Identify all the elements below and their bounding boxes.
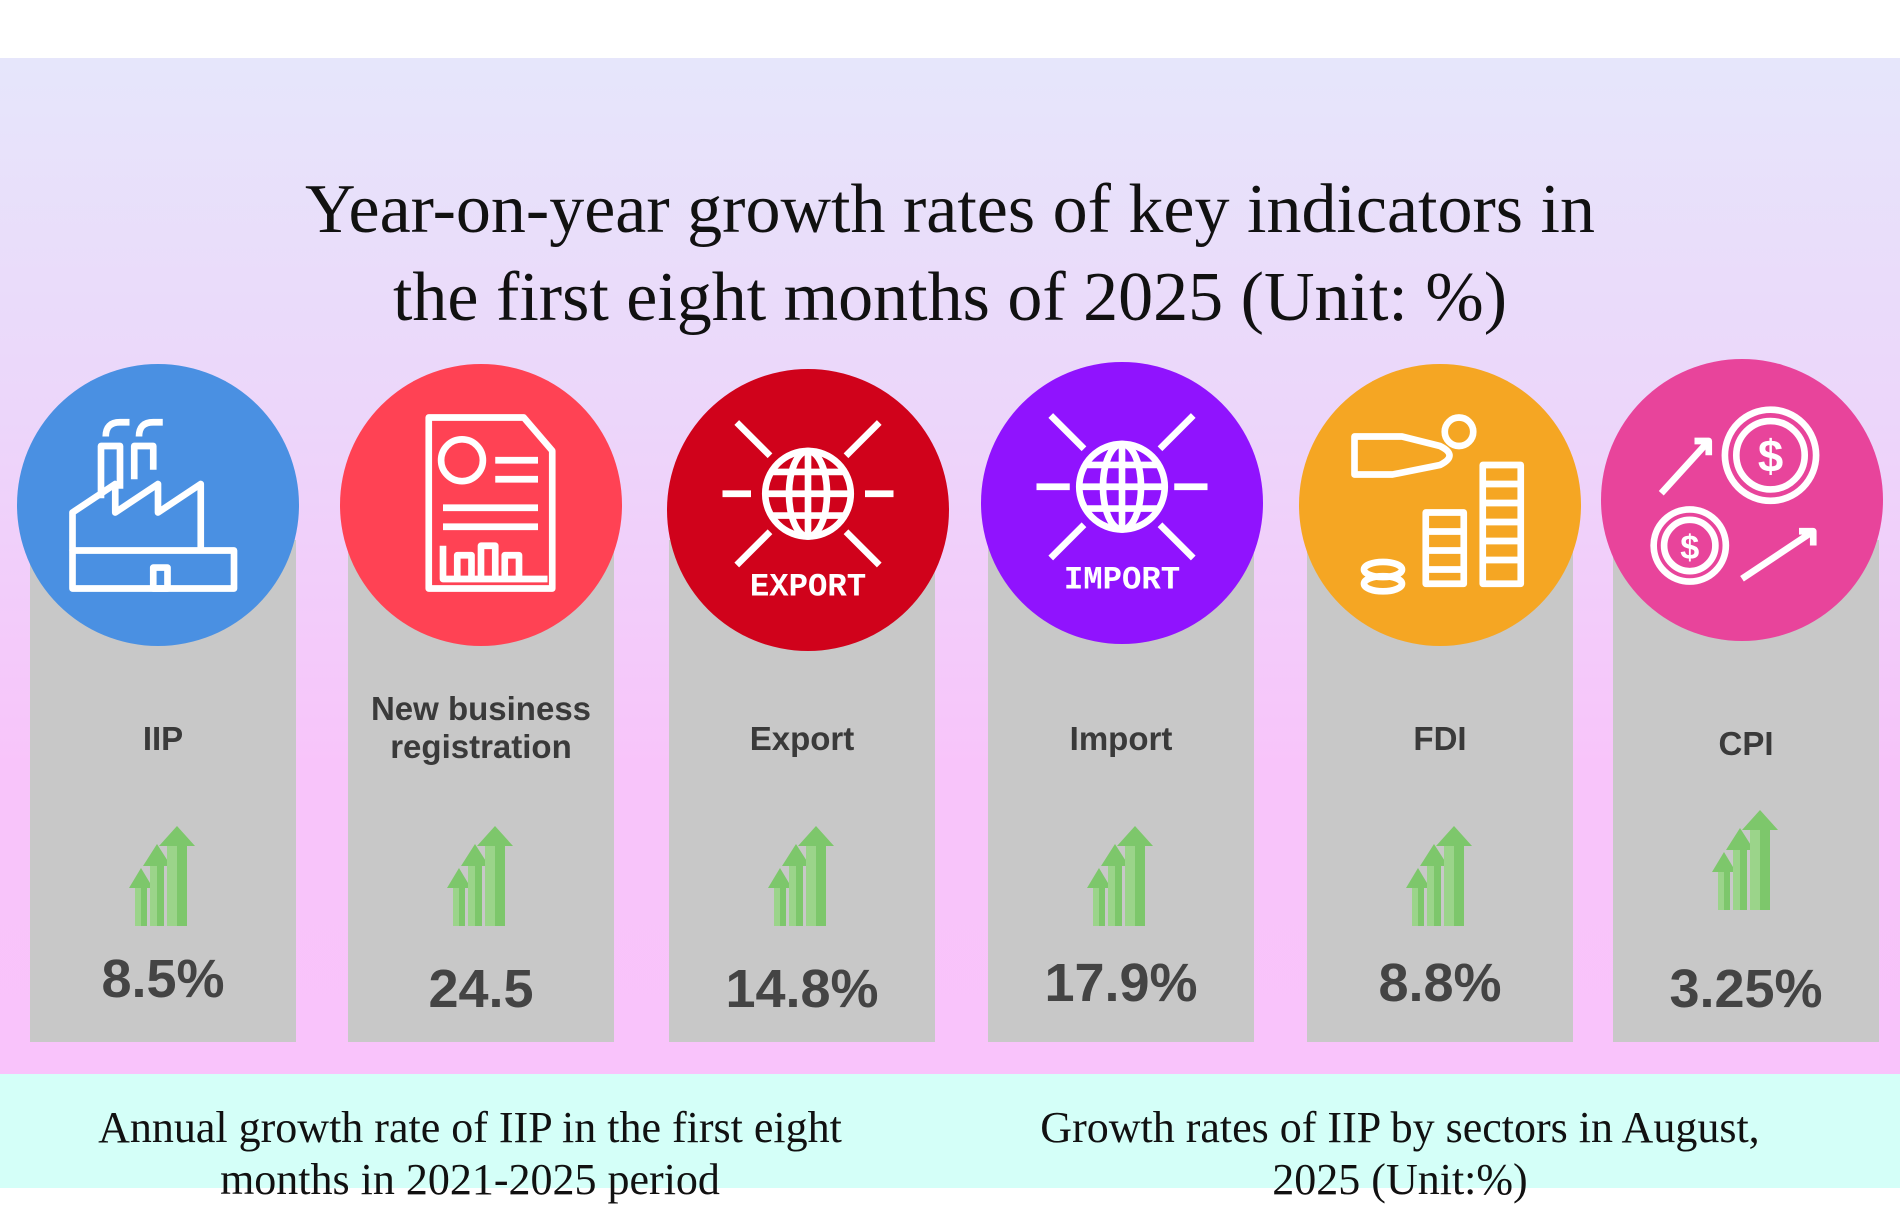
dollar-coins-rising-icon: $ $ bbox=[1647, 403, 1837, 598]
svg-text:$: $ bbox=[1758, 430, 1783, 481]
indicator-label: FDI bbox=[1413, 720, 1467, 757]
svg-text:IMPORT: IMPORT bbox=[1064, 561, 1180, 596]
svg-text:$: $ bbox=[1680, 528, 1699, 566]
indicator-icon-circle: IMPORT bbox=[981, 362, 1263, 644]
growth-arrow-icon bbox=[1712, 810, 1780, 910]
indicator-value: 14.8% bbox=[725, 959, 879, 1019]
indicator-icon-circle bbox=[17, 364, 299, 646]
growth-arrow-icon bbox=[1406, 826, 1474, 926]
left-chart-title: Annual growth rate of IIP in the first e… bbox=[98, 1103, 842, 1204]
indicator-value: 3.25% bbox=[1669, 959, 1823, 1019]
infographic-background: Year-on-year growth rates of key indicat… bbox=[0, 58, 1900, 1074]
indicator-icon-circle bbox=[340, 364, 622, 646]
indicator-label: Import bbox=[1069, 720, 1173, 757]
indicator-value: 8.8% bbox=[1378, 953, 1502, 1013]
growth-arrow-icon bbox=[1087, 826, 1155, 926]
indicator-label: Export bbox=[749, 720, 855, 757]
indicator-icon-circle: $ $ bbox=[1601, 359, 1883, 641]
indicator-value: 24.5 bbox=[428, 959, 534, 1019]
title-line-2: the first eight months of 2025 (Unit: %) bbox=[392, 259, 1508, 336]
indicator-label: New business registration bbox=[370, 690, 592, 765]
indicator-value: 17.9% bbox=[1044, 953, 1198, 1013]
svg-text:EXPORT: EXPORT bbox=[750, 568, 866, 603]
indicator-value: 8.5% bbox=[101, 949, 225, 1009]
bottom-section: Annual growth rate of IIP in the first e… bbox=[0, 1074, 1900, 1204]
indicator-card-import: Import 17.9% bbox=[988, 540, 1254, 1042]
indicator-label: IIP bbox=[142, 720, 184, 757]
growth-arrow-icon bbox=[129, 826, 197, 926]
import-globe-icon: IMPORT bbox=[1027, 406, 1217, 601]
title-line-1: Year-on-year growth rates of key indicat… bbox=[305, 171, 1595, 248]
page-title: Year-on-year growth rates of key indicat… bbox=[20, 166, 1880, 342]
growth-arrow-icon bbox=[447, 826, 515, 926]
indicator-label: CPI bbox=[1718, 725, 1774, 762]
growth-arrow-icon bbox=[768, 826, 836, 926]
right-chart-title: Growth rates of IIP by sectors in August… bbox=[1040, 1103, 1760, 1204]
indicator-icon-circle bbox=[1299, 364, 1581, 646]
coins-hand-icon bbox=[1345, 408, 1535, 603]
export-globe-icon: EXPORT bbox=[713, 413, 903, 608]
factory-icon bbox=[63, 408, 253, 603]
indicator-icon-circle: EXPORT bbox=[667, 369, 949, 651]
report-document-icon bbox=[386, 408, 576, 603]
